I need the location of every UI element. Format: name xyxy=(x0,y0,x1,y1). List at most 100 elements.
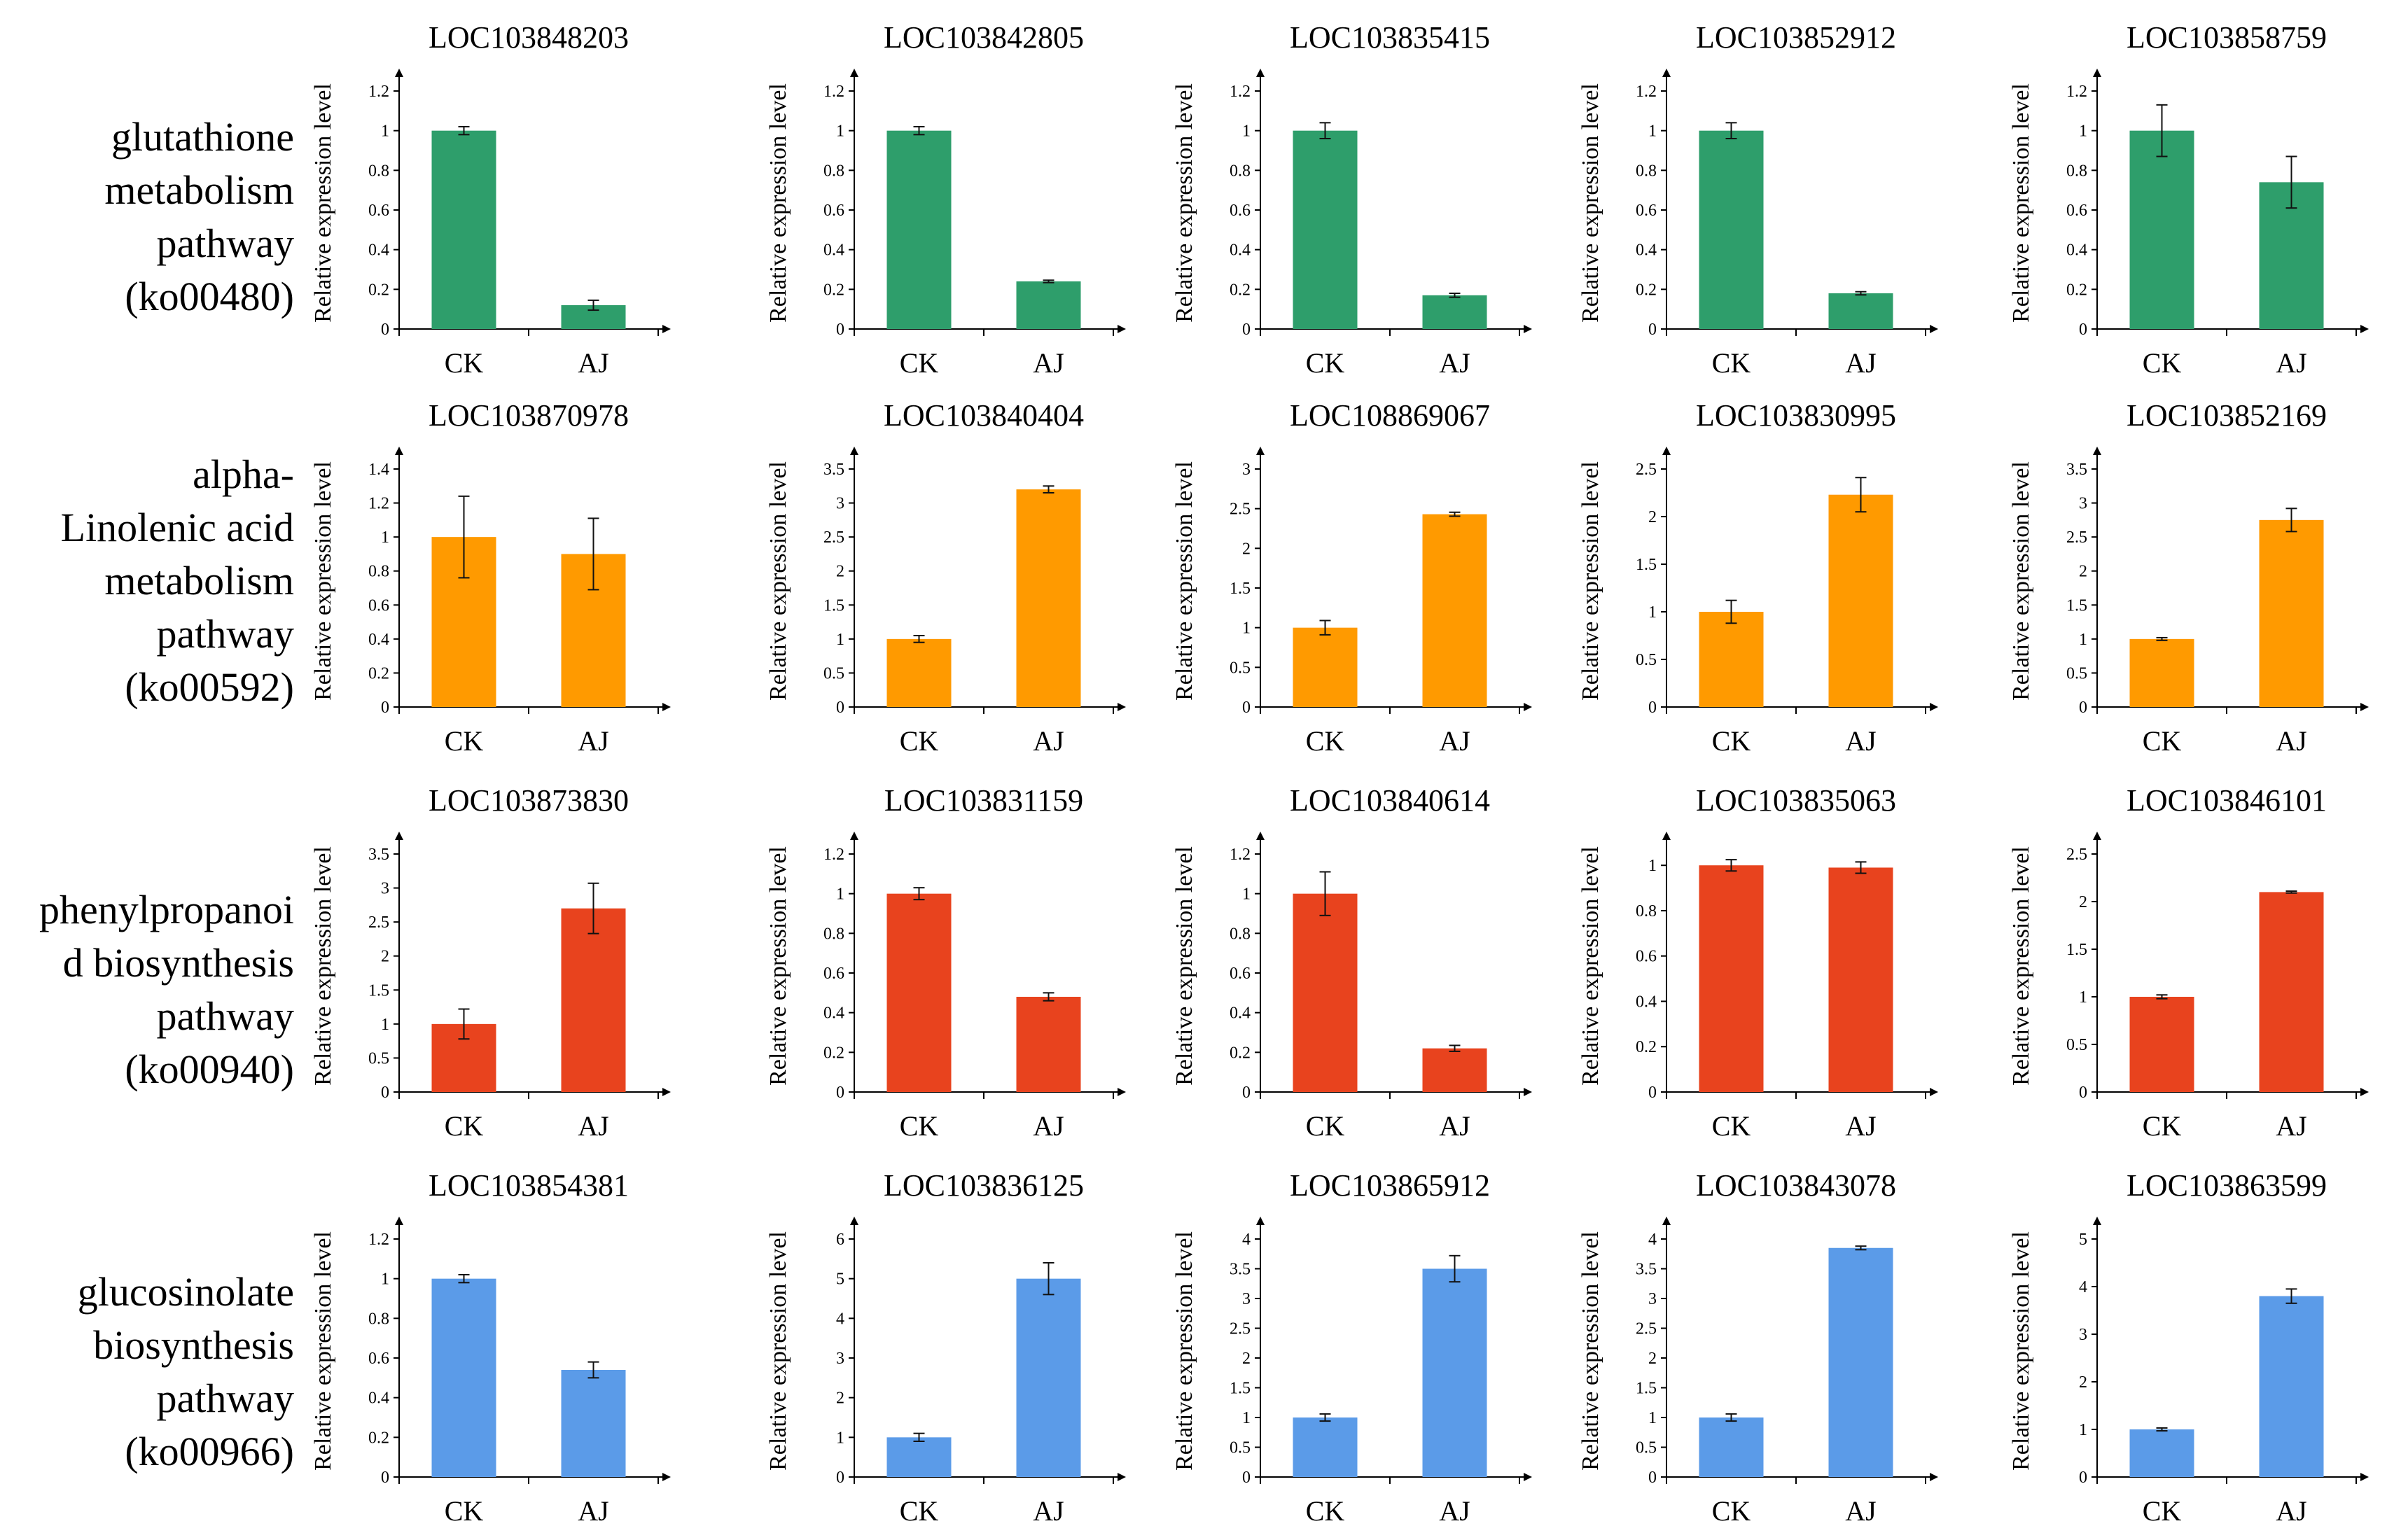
y-tick-label: 0.8 xyxy=(2066,162,2087,180)
error-bar-AJ xyxy=(587,1361,599,1379)
error-bar-CK xyxy=(1319,1413,1331,1422)
y-tick-label: 1 xyxy=(2079,988,2087,1007)
row-label-alpha-linolenic: alpha- Linolenic acid metabolism pathway… xyxy=(60,451,294,710)
y-tick-label: 0.6 xyxy=(368,202,389,220)
y-tick-label: 1.2 xyxy=(368,495,389,513)
error-bar-CK xyxy=(1725,859,1737,872)
y-tick-label: 1.2 xyxy=(2066,83,2087,101)
y-tick-label: 0.6 xyxy=(1636,202,1657,220)
y-tick-label: 0.5 xyxy=(2066,664,2087,682)
y-axis-label: Relative expression level xyxy=(1171,83,1197,323)
bar-AJ xyxy=(1016,489,1081,707)
chart-title: LOC103840404 xyxy=(884,398,1084,433)
y-tick-label: 2 xyxy=(381,948,389,966)
x-category-label-CK: CK xyxy=(900,725,939,757)
x-axis-arrow-icon xyxy=(1930,703,1938,711)
x-category-label-AJ: AJ xyxy=(1845,347,1876,379)
y-tick-label: 3 xyxy=(381,880,389,898)
bar-AJ xyxy=(1828,867,1893,1092)
error-bar-CK xyxy=(913,126,925,136)
error-bar-AJ xyxy=(2285,507,2297,533)
bar-CK xyxy=(431,1278,496,1477)
y-axis-arrow-icon xyxy=(395,447,403,455)
x-category-label-CK: CK xyxy=(1712,347,1751,379)
y-axis-arrow-icon xyxy=(2093,69,2101,77)
error-bar-CK xyxy=(913,635,925,643)
x-category-label-CK: CK xyxy=(1306,347,1345,379)
bar-AJ xyxy=(1016,281,1081,329)
x-category-label-AJ: AJ xyxy=(578,347,608,379)
error-bar-AJ xyxy=(587,517,599,591)
y-tick-label: 0.5 xyxy=(1636,651,1657,669)
y-tick-label: 1 xyxy=(1648,1409,1657,1427)
x-category-label-AJ: AJ xyxy=(2276,725,2306,757)
y-tick-label: 1 xyxy=(836,886,844,904)
x-axis-arrow-icon xyxy=(2360,325,2369,333)
chart-LOC103863599: LOC103863599 Relative expression level 0 1 2… xyxy=(2008,1168,2369,1527)
y-tick-label: 4 xyxy=(1648,1231,1657,1249)
x-category-label-AJ: AJ xyxy=(1845,1495,1876,1527)
y-axis-label: Relative expression level xyxy=(310,1231,336,1471)
error-bar-CK xyxy=(1725,122,1737,139)
chart-title: LOC103854381 xyxy=(429,1168,629,1203)
x-category-label-CK: CK xyxy=(1712,1110,1751,1142)
error-bar-CK xyxy=(1319,122,1331,139)
chart-LOC103842805: LOC103842805 Relative expression level 0 0.… xyxy=(765,20,1126,379)
y-tick-label: 0 xyxy=(381,1084,389,1102)
y-tick-label: 0.6 xyxy=(368,1350,389,1368)
y-tick-label: 1 xyxy=(381,528,389,547)
x-axis-arrow-icon xyxy=(662,703,671,711)
chart-LOC103852169: LOC103852169 Relative expression level 0 0.… xyxy=(2008,398,2369,757)
error-bar-AJ xyxy=(1043,279,1055,284)
y-tick-label: 2 xyxy=(836,563,844,581)
y-tick-label: 2.5 xyxy=(823,528,844,547)
chart-LOC103854381: LOC103854381 Relative expression level 0 0.… xyxy=(310,1168,671,1527)
x-axis-arrow-icon xyxy=(1118,1088,1126,1096)
y-tick-label: 0.5 xyxy=(1636,1439,1657,1457)
y-tick-label: 0.8 xyxy=(1230,925,1251,943)
bar-AJ xyxy=(1828,1247,1893,1477)
y-tick-label: 0.6 xyxy=(1636,948,1657,966)
y-tick-label: 2 xyxy=(1242,1350,1251,1368)
y-axis-arrow-icon xyxy=(2093,1217,2101,1225)
chart-LOC103831159: LOC103831159 Relative expression level 0 0.… xyxy=(765,783,1126,1142)
error-bar-AJ xyxy=(1449,1254,1461,1283)
x-category-label-CK: CK xyxy=(1306,1110,1345,1142)
bar-CK xyxy=(1699,612,1764,707)
y-tick-label: 0.6 xyxy=(823,202,844,220)
y-tick-label: 0.8 xyxy=(1230,162,1251,180)
y-tick-label: 1 xyxy=(836,122,844,141)
error-bar-AJ xyxy=(1855,1245,1867,1251)
x-category-label-AJ: AJ xyxy=(578,1110,608,1142)
x-axis-arrow-icon xyxy=(1930,325,1938,333)
y-tick-label: 1.5 xyxy=(368,981,389,1000)
y-tick-label: 3 xyxy=(2079,495,2087,513)
x-category-label-CK: CK xyxy=(1712,1495,1751,1527)
y-tick-label: 3 xyxy=(836,1350,844,1368)
y-tick-label: 0 xyxy=(1242,1469,1251,1487)
bar-CK xyxy=(1293,627,1358,707)
error-bar-CK xyxy=(2156,994,2168,1000)
error-bar-CK xyxy=(1319,620,1331,636)
chart-title: LOC103852169 xyxy=(2127,398,2327,433)
error-bar-CK xyxy=(458,495,470,579)
y-tick-label: 1.5 xyxy=(2066,941,2087,959)
y-tick-label: 0.6 xyxy=(1230,965,1251,983)
x-category-label-CK: CK xyxy=(445,1110,484,1142)
y-tick-label: 0.4 xyxy=(823,1004,844,1023)
y-axis-label: Relative expression level xyxy=(1578,83,1603,323)
y-axis-arrow-icon xyxy=(850,1217,858,1225)
y-axis-label: Relative expression level xyxy=(310,846,336,1086)
chart-LOC103843078: LOC103843078 Relative expression level 0 0.… xyxy=(1578,1168,1938,1527)
y-tick-label: 5 xyxy=(2079,1231,2087,1249)
x-category-label-AJ: AJ xyxy=(1033,725,1064,757)
y-axis-label: Relative expression level xyxy=(1578,461,1603,701)
y-tick-label: 4 xyxy=(2079,1278,2087,1296)
y-tick-label: 1 xyxy=(2079,122,2087,141)
chart-title: LOC103842805 xyxy=(884,20,1084,55)
error-bar-AJ xyxy=(1855,290,1867,296)
x-axis-arrow-icon xyxy=(1118,703,1126,711)
y-tick-label: 1 xyxy=(2079,1421,2087,1439)
y-tick-label: 0.5 xyxy=(1230,1439,1251,1457)
bar-AJ xyxy=(561,1370,626,1477)
